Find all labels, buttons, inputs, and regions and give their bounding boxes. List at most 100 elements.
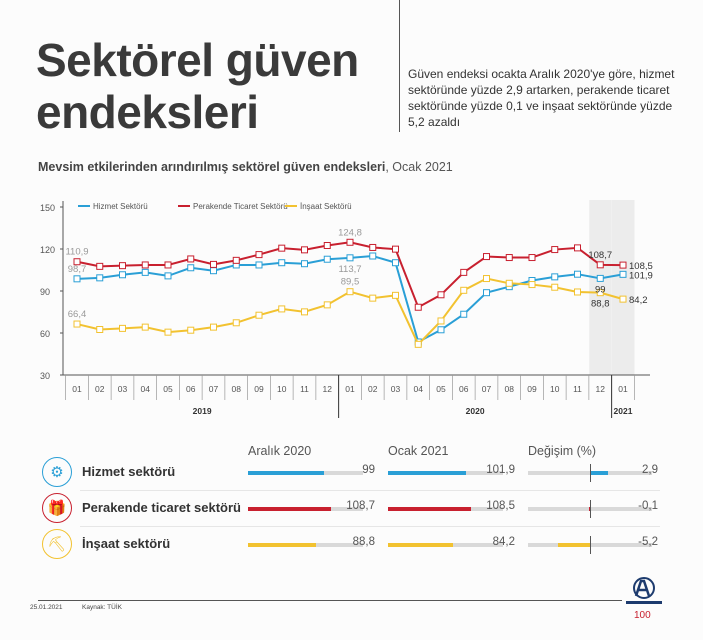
data-point (437, 291, 445, 299)
data-label: 113,7 (338, 264, 361, 275)
row-label: Perakende ticaret sektörü (82, 500, 241, 515)
bar-ocak-fill (388, 543, 453, 547)
bar-change-track (528, 536, 652, 554)
data-point (414, 303, 422, 311)
data-point (301, 260, 308, 268)
bar-change-track (528, 464, 652, 482)
bar-change-fill (588, 507, 590, 511)
zero-line (590, 536, 591, 554)
x-tick-label: 02 (95, 384, 105, 394)
bar-aralik-track (248, 471, 363, 475)
data-label: 99 (595, 284, 606, 295)
svg-text:100: 100 (634, 610, 651, 621)
x-tick-label: 11 (300, 384, 309, 394)
data-point (210, 260, 217, 268)
value-ocak: 101,9 (486, 464, 515, 476)
bar-ocak-track (388, 543, 503, 547)
highlight-column (589, 200, 612, 375)
zero-line (590, 464, 591, 482)
x-tick-label: 08 (505, 384, 515, 394)
footer-source: Kaynak: TÜİK (82, 604, 122, 611)
data-point (596, 274, 604, 282)
data-label: 108,7 (588, 250, 612, 261)
data-label: 101,9 (629, 270, 653, 281)
x-tick-label: 06 (459, 384, 469, 394)
value-aralik: 88,8 (352, 536, 375, 548)
bar-aralik-fill (248, 507, 332, 511)
value-change: 2,9 (642, 464, 658, 476)
chart-subtitle: Mevsim etkilerinden arındırılmış sektöre… (38, 160, 453, 174)
data-point (164, 328, 172, 336)
data-point (369, 243, 377, 251)
y-tick-label: 90 (40, 287, 50, 297)
data-point (323, 242, 331, 249)
lead-text: Güven endeksi ocakta Aralık 2020'ye göre… (408, 67, 675, 129)
data-point (255, 251, 263, 259)
data-point (141, 268, 149, 276)
bar-change-fill (557, 543, 590, 547)
data-point (73, 320, 81, 328)
header-degisim: Değişim (%) (528, 444, 597, 458)
x-tick-label: 05 (163, 384, 173, 394)
y-tick-label: 30 (40, 371, 50, 381)
data-point (483, 289, 490, 297)
excavator-icon: ⛏ (42, 529, 72, 559)
data-point (278, 259, 286, 267)
data-point (210, 323, 217, 331)
legend-label: Hizmet Sektörü (93, 202, 148, 211)
data-point (619, 261, 627, 269)
data-label: 124,8 (338, 227, 362, 238)
x-tick-label: 08 (232, 384, 242, 394)
data-label: 110,9 (65, 247, 88, 258)
bar-change-fill (590, 471, 608, 475)
y-tick-label: 150 (40, 203, 55, 213)
data-point (141, 323, 149, 331)
subtitle-bold: Mevsim etkilerinden arındırılmış sektöre… (38, 160, 386, 174)
table-row: 🎁 Perakende ticaret sektörü 108,7 108,5 … (30, 491, 670, 525)
data-point (96, 326, 104, 333)
data-point (323, 255, 331, 263)
data-point (437, 326, 445, 334)
data-point (73, 258, 81, 266)
data-point (187, 326, 195, 334)
value-change: -5,2 (638, 536, 658, 548)
y-tick-label: 120 (40, 245, 55, 255)
data-point (232, 256, 240, 264)
data-point (346, 254, 354, 262)
data-point (187, 264, 195, 272)
data-point (551, 273, 559, 281)
data-point (528, 254, 536, 262)
bar-aralik-track (248, 543, 363, 547)
data-point (96, 262, 104, 270)
line-chart: 30 60 90 120 150 01 02 03 04 05 06 07 08 09 10 11 12 01 02… (40, 200, 653, 418)
data-point (232, 319, 240, 327)
x-tick-label: 12 (323, 384, 333, 394)
bar-ocak-fill (388, 507, 472, 511)
data-label: 84,2 (629, 295, 648, 306)
header-aralik: Aralık 2020 (248, 444, 312, 458)
data-point (164, 261, 172, 269)
row-label: Hizmet sektörü (82, 464, 176, 479)
year-label: 2019 (193, 406, 212, 416)
data-point (301, 246, 308, 254)
row-divider (80, 526, 660, 527)
data-point (505, 254, 513, 262)
x-tick-label: 02 (368, 384, 378, 394)
data-point (392, 259, 399, 267)
data-point (369, 294, 377, 302)
data-point (574, 288, 581, 296)
footer-divider (38, 600, 622, 601)
x-tick-label: 01 (618, 384, 628, 394)
data-point (392, 291, 399, 299)
data-point (483, 253, 490, 261)
x-tick-label: 10 (277, 384, 287, 394)
data-point (346, 238, 354, 246)
value-aralik: 108,7 (346, 500, 375, 512)
data-point (187, 255, 195, 263)
x-tick-label: 01 (72, 384, 82, 394)
data-point (596, 289, 604, 297)
data-point (323, 301, 331, 309)
data-point (119, 324, 126, 332)
legend-label: İnşaat Sektörü (300, 202, 352, 211)
